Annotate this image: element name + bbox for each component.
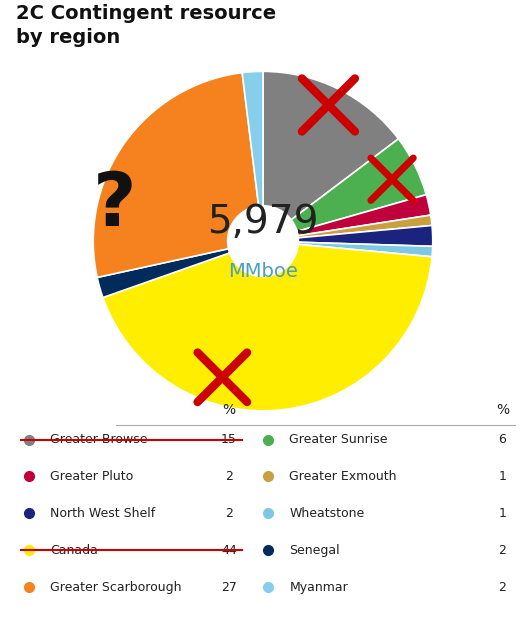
Text: ?: ? xyxy=(93,169,136,242)
Text: 2: 2 xyxy=(499,581,506,593)
Text: 1: 1 xyxy=(499,507,506,520)
Wedge shape xyxy=(298,242,433,257)
Wedge shape xyxy=(291,139,426,231)
Text: 1: 1 xyxy=(499,470,506,483)
Text: 2: 2 xyxy=(225,470,232,483)
Text: 5,979: 5,979 xyxy=(207,203,319,240)
Wedge shape xyxy=(298,215,432,238)
Text: Senegal: Senegal xyxy=(289,544,340,557)
Text: Wheatstone: Wheatstone xyxy=(289,507,365,520)
Text: MMboe: MMboe xyxy=(228,262,298,281)
Text: 2C Contingent resource
by region: 2C Contingent resource by region xyxy=(16,4,276,47)
Wedge shape xyxy=(242,71,263,206)
Text: Myanmar: Myanmar xyxy=(289,581,348,593)
Text: North West Shelf: North West Shelf xyxy=(50,507,155,520)
Text: 27: 27 xyxy=(221,581,237,593)
Wedge shape xyxy=(297,195,431,236)
Text: 44: 44 xyxy=(221,544,237,557)
Text: Greater Sunrise: Greater Sunrise xyxy=(289,433,388,446)
Text: Greater Browse: Greater Browse xyxy=(50,433,147,446)
Text: %: % xyxy=(222,403,235,417)
Text: 2: 2 xyxy=(225,507,232,520)
Wedge shape xyxy=(93,73,259,277)
Wedge shape xyxy=(97,249,230,298)
Text: Greater Scarborough: Greater Scarborough xyxy=(50,581,181,593)
Wedge shape xyxy=(298,226,433,246)
Wedge shape xyxy=(103,244,432,411)
Text: Canada: Canada xyxy=(50,544,98,557)
Wedge shape xyxy=(263,71,399,220)
Text: Greater Pluto: Greater Pluto xyxy=(50,470,133,483)
Text: 15: 15 xyxy=(221,433,237,446)
Text: 2: 2 xyxy=(499,544,506,557)
Text: Greater Exmouth: Greater Exmouth xyxy=(289,470,397,483)
Text: 6: 6 xyxy=(499,433,506,446)
Text: %: % xyxy=(496,403,509,417)
